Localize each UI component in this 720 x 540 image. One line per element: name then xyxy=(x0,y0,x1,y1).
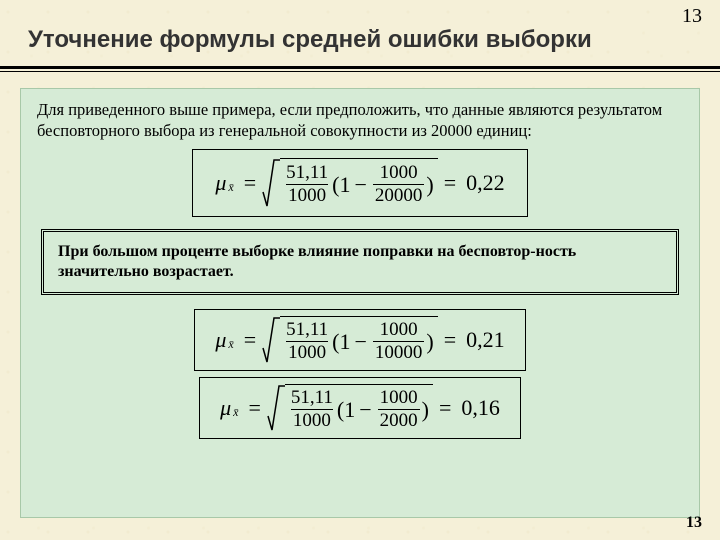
sqrt-group: 51,11 1000 ( 1 − 1000 20000 ) xyxy=(262,158,438,208)
radicand: 51,11 1000 ( 1 − 1000 20000 ) xyxy=(280,158,438,208)
mu-symbol: μ xyxy=(215,170,226,196)
lparen: ( xyxy=(337,397,344,423)
frac-num: 1000 xyxy=(378,320,420,341)
frac-den: 2000 xyxy=(378,409,420,431)
radicand: 51,11 1000 ( 1 − 1000 2000 ) xyxy=(285,384,433,432)
frac-den: 10000 xyxy=(373,341,425,363)
fraction-2: 1000 20000 xyxy=(373,163,425,206)
note-box: При большом проценте выборке влияние поп… xyxy=(41,229,679,295)
rparen: ) xyxy=(426,329,433,355)
rparen: ) xyxy=(422,397,429,423)
sqrt-group: 51,11 1000 ( 1 − 1000 2000 ) xyxy=(267,384,433,432)
lparen: ( xyxy=(332,172,339,198)
sqrt-group: 51,11 1000 ( 1 − 1000 10000 ) xyxy=(262,316,438,364)
fraction-1: 51,11 1000 xyxy=(289,388,335,431)
equals-sign: = xyxy=(248,395,260,421)
minus-sign: − xyxy=(359,397,371,423)
mu-subscript: x̄ xyxy=(228,337,233,352)
minus-sign: − xyxy=(355,329,367,355)
frac-num: 1000 xyxy=(378,163,420,184)
one: 1 xyxy=(340,329,351,355)
page-number-bottom: 13 xyxy=(686,514,702,532)
equals-sign: = xyxy=(244,170,256,196)
content-panel: Для приведенного выше примера, если пред… xyxy=(20,88,700,518)
title-rule-thick xyxy=(0,66,720,69)
fraction-2: 1000 10000 xyxy=(373,320,425,363)
lparen: ( xyxy=(332,329,339,355)
fraction-1: 51,11 1000 xyxy=(284,320,330,363)
fraction-1: 51,11 1000 xyxy=(284,163,330,206)
radical-icon xyxy=(262,316,280,364)
result-value: 0,16 xyxy=(461,395,500,421)
title-rule-thin xyxy=(0,71,720,72)
radicand: 51,11 1000 ( 1 − 1000 10000 ) xyxy=(280,316,438,364)
formula-1: μ x̄ = 51,11 1000 ( 1 − 1000 200 xyxy=(215,158,504,208)
one: 1 xyxy=(344,397,355,423)
equals-sign: = xyxy=(244,327,256,353)
intro-paragraph: Для приведенного выше примера, если пред… xyxy=(37,99,683,141)
mu-subscript: x̄ xyxy=(228,180,233,195)
equals-sign: = xyxy=(439,395,451,421)
formula-2: μ x̄ = 51,11 1000 ( 1 − 1000 100 xyxy=(215,316,504,364)
mu-symbol: μ xyxy=(220,395,231,421)
radical-icon xyxy=(267,384,285,432)
result-value: 0,21 xyxy=(466,327,505,353)
frac-den: 20000 xyxy=(373,184,425,206)
frac-num: 51,11 xyxy=(284,163,330,184)
mu-subscript: x̄ xyxy=(233,405,238,420)
formula-box-3: μ x̄ = 51,11 1000 ( 1 − 1000 200 xyxy=(199,377,521,439)
frac-num: 51,11 xyxy=(284,320,330,341)
formula-3: μ x̄ = 51,11 1000 ( 1 − 1000 200 xyxy=(220,384,500,432)
fraction-2: 1000 2000 xyxy=(378,388,420,431)
result-value: 0,22 xyxy=(466,170,505,196)
one: 1 xyxy=(340,172,351,198)
page-number-top: 13 xyxy=(682,6,702,27)
minus-sign: − xyxy=(355,172,367,198)
radical-icon xyxy=(262,158,280,208)
equals-sign: = xyxy=(444,170,456,196)
frac-den: 1000 xyxy=(286,341,328,363)
rparen: ) xyxy=(426,172,433,198)
frac-num: 1000 xyxy=(378,388,420,409)
formula-box-2: μ x̄ = 51,11 1000 ( 1 − 1000 100 xyxy=(194,309,525,371)
equals-sign: = xyxy=(444,327,456,353)
page-title: Уточнение формулы средней ошибки выборки xyxy=(0,0,720,64)
frac-den: 1000 xyxy=(286,184,328,206)
mu-symbol: μ xyxy=(215,327,226,353)
frac-num: 51,11 xyxy=(289,388,335,409)
formula-box-1: μ x̄ = 51,11 1000 ( 1 − 1000 200 xyxy=(192,149,527,217)
frac-den: 1000 xyxy=(291,409,333,431)
